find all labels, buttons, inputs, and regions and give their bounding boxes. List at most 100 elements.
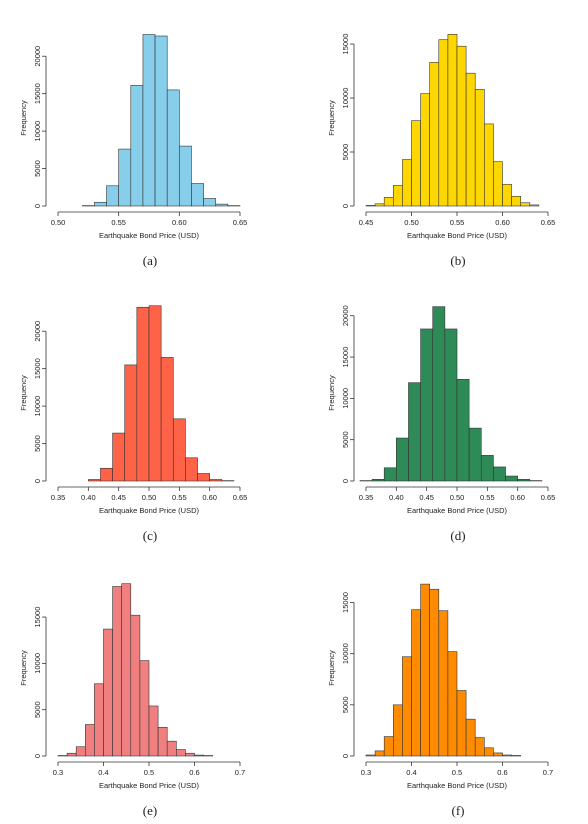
bar xyxy=(444,328,458,482)
x-tick-label: 0.50 xyxy=(404,218,419,227)
y-tick-label: 0 xyxy=(341,204,350,208)
bar xyxy=(396,437,409,482)
bar xyxy=(148,305,162,482)
x-tick-label: 0.50 xyxy=(142,493,157,502)
bar xyxy=(191,183,204,207)
bar xyxy=(456,379,470,482)
y-tick-label: 15000 xyxy=(341,347,350,368)
y-tick-label: 15000 xyxy=(341,592,350,613)
y-tick-label: 0 xyxy=(33,204,42,208)
bar xyxy=(94,201,107,207)
bar xyxy=(474,737,485,757)
y-tick-label: 5000 xyxy=(33,435,42,452)
bar xyxy=(179,145,192,207)
bar xyxy=(480,455,494,482)
bar xyxy=(420,328,434,482)
bar xyxy=(429,588,440,757)
bar xyxy=(456,45,467,207)
bar xyxy=(517,479,531,482)
x-tick-label: 0.55 xyxy=(172,493,187,502)
x-tick-label: 0.65 xyxy=(541,493,556,502)
y-tick-label: 20000 xyxy=(33,46,42,67)
x-tick-label: 0.40 xyxy=(389,493,404,502)
x-tick-label: 0.35 xyxy=(51,493,66,502)
bar xyxy=(130,614,141,757)
y-axis-label: Frequency xyxy=(327,100,336,136)
y-tick-label: 10000 xyxy=(33,653,42,674)
y-tick-label: 0 xyxy=(341,479,350,483)
x-tick-label: 0.55 xyxy=(480,493,495,502)
bar xyxy=(432,306,446,482)
x-tick-label: 0.65 xyxy=(233,218,248,227)
x-axis-label: Earthquake Bond Price (USD) xyxy=(99,506,200,515)
y-axis-label: Frequency xyxy=(327,375,336,411)
bar xyxy=(493,752,503,757)
y-tick-label: 10000 xyxy=(33,396,42,417)
x-tick-label: 0.6 xyxy=(497,768,507,777)
x-tick-label: 0.50 xyxy=(450,493,465,502)
x-tick-label: 0.50 xyxy=(51,218,66,227)
bar xyxy=(383,467,397,482)
x-tick-label: 0.40 xyxy=(81,493,96,502)
bar xyxy=(429,62,440,207)
x-tick-label: 0.35 xyxy=(359,493,374,502)
x-tick-label: 0.4 xyxy=(98,768,108,777)
x-tick-label: 0.60 xyxy=(202,493,217,502)
bar xyxy=(392,185,403,207)
x-tick-label: 0.65 xyxy=(233,493,248,502)
bar xyxy=(420,583,431,757)
bar xyxy=(176,749,186,757)
bar xyxy=(209,479,223,482)
bar xyxy=(112,432,126,482)
bar xyxy=(365,205,376,207)
bar xyxy=(88,479,101,482)
bar xyxy=(75,746,86,757)
y-tick-label: 5000 xyxy=(33,701,42,718)
bar xyxy=(447,651,458,757)
bar xyxy=(520,202,531,207)
bar xyxy=(194,754,204,757)
x-tick-label: 0.5 xyxy=(144,768,154,777)
x-tick-label: 0.45 xyxy=(359,218,374,227)
y-tick-label: 15000 xyxy=(33,358,42,379)
x-tick-label: 0.5 xyxy=(452,768,462,777)
x-tick-label: 0.7 xyxy=(543,768,553,777)
x-tick-label: 0.45 xyxy=(111,493,126,502)
bar xyxy=(100,467,113,482)
x-axis-label: Earthquake Bond Price (USD) xyxy=(99,781,200,790)
bar xyxy=(408,382,421,482)
bar xyxy=(374,203,385,207)
bar xyxy=(438,610,449,757)
bar xyxy=(511,195,522,207)
bar xyxy=(371,479,385,482)
x-tick-label: 0.55 xyxy=(450,218,465,227)
bar xyxy=(148,705,159,757)
x-tick-label: 0.4 xyxy=(406,768,416,777)
y-tick-label: 0 xyxy=(341,754,350,758)
y-tick-label: 0 xyxy=(33,479,42,483)
bar xyxy=(456,690,467,757)
bar xyxy=(197,473,210,482)
bar xyxy=(438,39,449,207)
bar xyxy=(383,736,394,757)
bar xyxy=(215,203,229,207)
caption: (d) xyxy=(450,528,465,543)
caption: (f) xyxy=(452,803,465,818)
x-axis-label: Earthquake Bond Price (USD) xyxy=(407,231,508,240)
x-tick-label: 0.45 xyxy=(419,493,434,502)
bar xyxy=(465,718,476,757)
y-tick-label: 10000 xyxy=(341,88,350,109)
y-axis-label: Frequency xyxy=(19,100,28,136)
bar xyxy=(483,123,494,207)
bar xyxy=(411,120,421,207)
y-axis-label: Frequency xyxy=(327,650,336,686)
bar xyxy=(112,586,122,757)
y-tick-label: 5000 xyxy=(33,160,42,177)
bar xyxy=(447,34,458,207)
bar xyxy=(502,184,512,207)
caption: (a) xyxy=(143,253,157,268)
bar xyxy=(160,357,174,482)
bar xyxy=(66,752,77,757)
bar xyxy=(383,197,394,207)
